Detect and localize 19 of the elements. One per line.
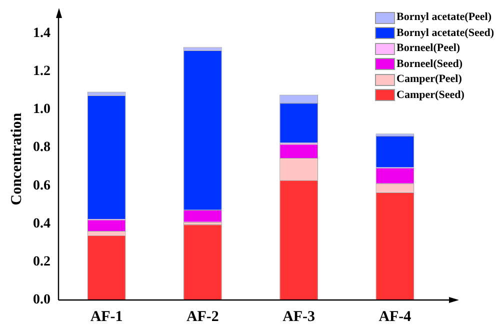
x-tick-label: AF-1	[90, 308, 123, 325]
y-tick-label: 0.0	[33, 292, 50, 308]
y-tick-label: 0.8	[33, 140, 50, 156]
y-axis-title: Concentration	[8, 112, 25, 206]
y-tick-label: 0.2	[33, 254, 50, 270]
legend-label: Borneel(Peel)	[396, 41, 460, 56]
y-tick-label: 0.6	[33, 178, 50, 194]
legend-label: Bornyl acetate(Seed)	[396, 26, 494, 40]
legend-label: Borneel(Seed)	[396, 56, 463, 72]
y-tick-label: 1.4	[33, 26, 50, 41]
x-tick-label: AF-2	[186, 308, 219, 325]
legend-label: Camper(Seed)	[396, 88, 464, 102]
legend-label: Bornyl acetate(Peel)	[396, 10, 492, 25]
y-tick-label: 0.4	[33, 216, 50, 232]
x-tick-label: AF-3	[282, 308, 316, 325]
y-tick-label: 1.0	[33, 102, 50, 118]
y-tick-label: 1.2	[33, 64, 50, 79]
x-tick-label: AF-4	[378, 308, 412, 325]
legend-label: Camper(Peel)	[396, 72, 462, 87]
